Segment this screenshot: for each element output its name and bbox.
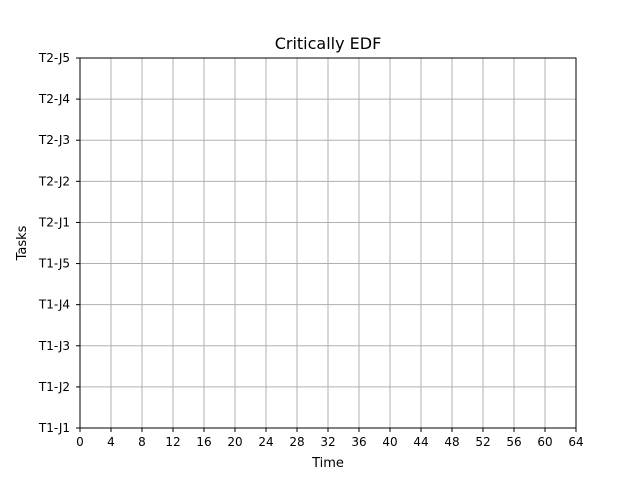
y-tick-label: T2-J1 [38,215,70,229]
y-tick-label: T1-J4 [38,298,70,312]
x-tick-label: 8 [138,435,146,449]
x-tick-label: 56 [506,435,521,449]
x-tick-label: 12 [165,435,180,449]
x-tick-label: 24 [258,435,273,449]
x-axis: 0 4 8 12 16 20 24 28 32 36 40 44 48 52 56 60 64 [76,428,584,449]
x-tick-label: 52 [475,435,490,449]
y-tick-label: T2-J4 [38,92,70,106]
grid-layer [79,57,577,429]
y-tick-label: T2-J3 [38,133,70,147]
x-tick-label: 36 [351,435,366,449]
chart-title: Critically EDF [275,34,382,53]
x-tick-label: 44 [413,435,428,449]
x-tick-label: 60 [537,435,552,449]
x-tick-label: 48 [444,435,459,449]
y-tick-label: T1-J3 [38,339,70,353]
y-axis-label: Tasks [15,225,30,261]
x-tick-label: 64 [568,435,583,449]
x-tick-label: 40 [382,435,397,449]
y-tick-label: T1-J5 [38,257,70,271]
x-tick-label: 4 [107,435,115,449]
y-tick-label: T2-J5 [38,51,70,65]
x-tick-label: 32 [320,435,335,449]
x-tick-label: 16 [196,435,211,449]
y-tick-label: T2-J2 [38,174,70,188]
x-axis-label: Time [311,456,344,471]
y-tick-label: T1-J2 [38,380,70,394]
y-axis: T1-J1 T1-J2 T1-J3 T1-J4 T1-J5 T2-J1 T2-J2 T2-J3… [38,51,80,435]
x-tick-label: 0 [76,435,84,449]
x-tick-label: 28 [289,435,304,449]
x-tick-label: 20 [227,435,242,449]
y-tick-label: T1-J1 [38,421,70,435]
